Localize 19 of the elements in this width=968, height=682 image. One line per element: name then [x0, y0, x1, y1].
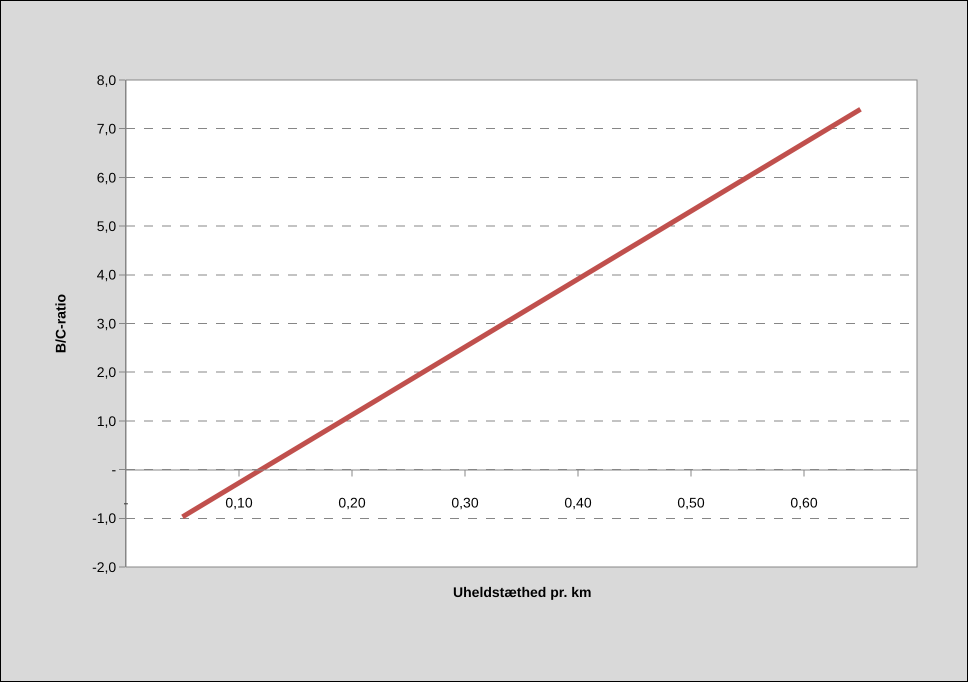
x-tick-label: 0,20: [338, 494, 366, 510]
y-tick-label: -2,0: [92, 558, 116, 575]
y-tick-label: 5,0: [96, 218, 116, 234]
y-tick-label: 3,0: [96, 315, 116, 332]
y-tick-label: -1,0: [92, 510, 116, 526]
x-tick-label: 0,10: [225, 494, 253, 510]
y-tick-label: 4,0: [96, 266, 116, 283]
y-tick-label: 7,0: [96, 120, 116, 137]
y-tick-label: 2,0: [96, 364, 116, 380]
y-tick-label: 8,0: [96, 72, 116, 88]
y-axis-title: B/C-ratio: [52, 294, 69, 354]
y-tick-label: -: [112, 462, 117, 478]
x-axis-title: Uheldstæthed pr. km: [453, 584, 592, 600]
x-tick-label: 0,50: [677, 494, 705, 510]
x-tick-label: 0,60: [790, 494, 818, 510]
y-tick-label: 1,0: [96, 412, 116, 429]
x-tick-label: 0,30: [451, 494, 479, 510]
x-tick-label: 0,40: [564, 494, 592, 510]
y-tick-label: 6,0: [96, 169, 116, 186]
